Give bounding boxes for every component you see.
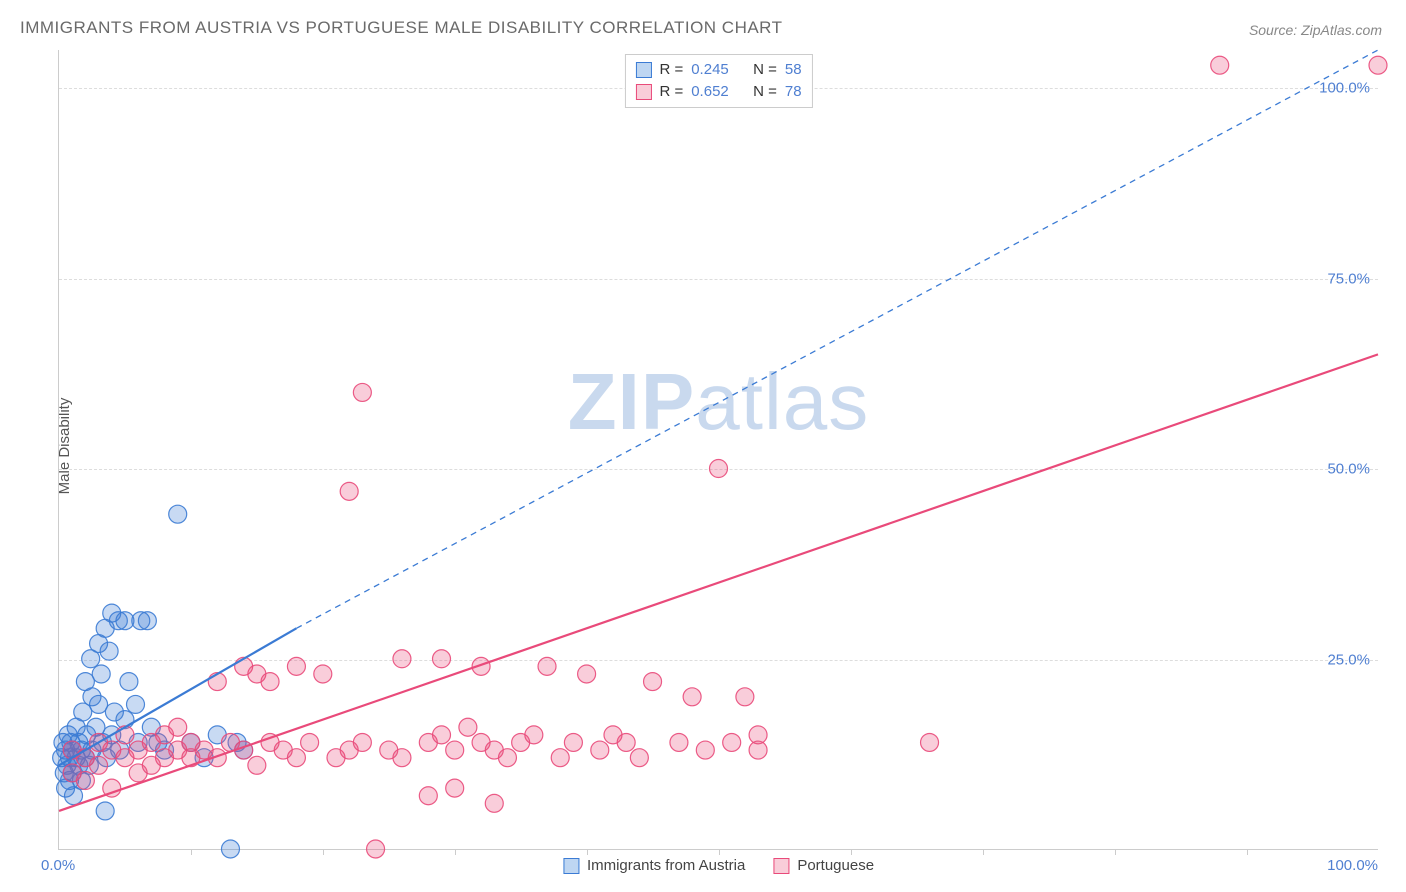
scatter-point-portuguese: [287, 657, 305, 675]
scatter-point-portuguese: [208, 673, 226, 691]
scatter-point-austria: [120, 673, 138, 691]
stat-row-austria: R = 0.245 N = 58: [635, 59, 801, 81]
scatter-point-portuguese: [723, 733, 741, 751]
scatter-point-portuguese: [591, 741, 609, 759]
n-val-portuguese: 78: [785, 81, 802, 103]
scatter-point-portuguese: [578, 665, 596, 683]
scatter-point-portuguese: [1369, 56, 1387, 74]
legend-label-austria: Immigrants from Austria: [587, 857, 745, 874]
source-label: Source: ZipAtlas.com: [1249, 22, 1382, 38]
scatter-point-portuguese: [485, 794, 503, 812]
legend-item-portuguese: Portuguese: [773, 857, 874, 874]
scatter-point-austria: [90, 695, 108, 713]
scatter-point-portuguese: [617, 733, 635, 751]
scatter-point-portuguese: [314, 665, 332, 683]
n-key: N =: [753, 59, 777, 81]
xtick-label: 0.0%: [41, 857, 75, 874]
r-val-austria: 0.245: [691, 59, 729, 81]
legend-swatch-portuguese: [773, 858, 789, 874]
scatter-point-portuguese: [433, 650, 451, 668]
scatter-point-portuguese: [538, 657, 556, 675]
stat-row-portuguese: R = 0.652 N = 78: [635, 81, 801, 103]
r-key: R =: [659, 59, 683, 81]
scatter-point-portuguese: [696, 741, 714, 759]
scatter-point-austria: [138, 612, 156, 630]
scatter-point-portuguese: [90, 756, 108, 774]
scatter-point-austria: [127, 695, 145, 713]
scatter-point-portuguese: [710, 460, 728, 478]
scatter-point-portuguese: [76, 772, 94, 790]
chart-title: IMMIGRANTS FROM AUSTRIA VS PORTUGUESE MA…: [20, 18, 783, 38]
scatter-point-portuguese: [419, 787, 437, 805]
scatter-point-portuguese: [749, 741, 767, 759]
scatter-point-portuguese: [393, 650, 411, 668]
scatter-point-portuguese: [551, 749, 569, 767]
scatter-point-portuguese: [353, 383, 371, 401]
legend-swatch-austria: [563, 858, 579, 874]
scatter-point-portuguese: [169, 718, 187, 736]
scatter-point-portuguese: [367, 840, 385, 858]
r-val-portuguese: 0.652: [691, 81, 729, 103]
scatter-point-portuguese: [683, 688, 701, 706]
scatter-point-portuguese: [248, 756, 266, 774]
scatter-point-austria: [100, 642, 118, 660]
scatter-point-portuguese: [630, 749, 648, 767]
scatter-point-austria: [92, 665, 110, 683]
bottom-legend: Immigrants from Austria Portuguese: [563, 857, 874, 874]
scatter-point-portuguese: [1211, 56, 1229, 74]
scatter-point-portuguese: [644, 673, 662, 691]
scatter-point-austria: [221, 840, 239, 858]
scatter-point-portuguese: [446, 779, 464, 797]
scatter-point-austria: [169, 505, 187, 523]
chart-container: IMMIGRANTS FROM AUSTRIA VS PORTUGUESE MA…: [0, 0, 1406, 892]
scatter-point-portuguese: [393, 749, 411, 767]
scatter-point-austria: [96, 802, 114, 820]
scatter-point-portuguese: [261, 673, 279, 691]
scatter-point-portuguese: [921, 733, 939, 751]
legend-item-austria: Immigrants from Austria: [563, 857, 745, 874]
scatter-point-portuguese: [353, 733, 371, 751]
legend-label-portuguese: Portuguese: [797, 857, 874, 874]
n-key2: N =: [753, 81, 777, 103]
swatch-portuguese: [635, 84, 651, 100]
scatter-point-portuguese: [459, 718, 477, 736]
scatter-point-portuguese: [498, 749, 516, 767]
r-key2: R =: [659, 81, 683, 103]
swatch-austria: [635, 62, 651, 78]
n-val-austria: 58: [785, 59, 802, 81]
scatter-point-portuguese: [525, 726, 543, 744]
scatter-point-portuguese: [116, 726, 134, 744]
scatter-svg: [59, 50, 1378, 849]
scatter-point-portuguese: [564, 733, 582, 751]
xtick-label: 100.0%: [1327, 857, 1378, 874]
scatter-point-portuguese: [301, 733, 319, 751]
scatter-point-portuguese: [287, 749, 305, 767]
scatter-point-portuguese: [736, 688, 754, 706]
stat-legend: R = 0.245 N = 58 R = 0.652 N = 78: [624, 54, 812, 108]
scatter-point-portuguese: [446, 741, 464, 759]
scatter-point-portuguese: [670, 733, 688, 751]
scatter-point-portuguese: [433, 726, 451, 744]
scatter-point-portuguese: [340, 482, 358, 500]
plot-area: ZIPatlas 25.0%50.0%75.0%100.0% R = 0.245…: [58, 50, 1378, 850]
